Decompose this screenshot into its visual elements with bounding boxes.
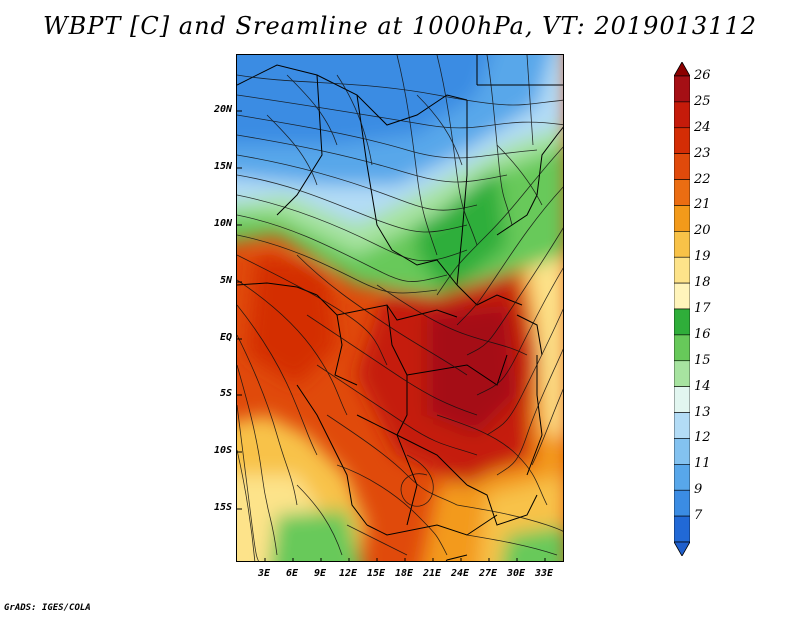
colorbar-bottom-arrow — [674, 541, 690, 556]
lat-label-5s: 5S — [219, 388, 232, 399]
colorbar-swatch — [674, 231, 690, 258]
colorbar-swatch — [674, 153, 690, 180]
colorbar-label: 11 — [694, 456, 711, 472]
lon-label-21e: 21E — [422, 568, 442, 579]
colorbar-label: 12 — [694, 430, 711, 446]
colorbar-swatch — [674, 179, 690, 206]
colorbar-swatch — [674, 515, 690, 543]
lon-label-18e: 18E — [394, 568, 414, 579]
lat-label-20n: 20N — [213, 104, 232, 115]
colorbar-swatch — [674, 75, 690, 103]
colorbar-swatch — [674, 412, 690, 439]
wbpt-field — [237, 55, 563, 561]
colorbar-swatch — [674, 464, 690, 491]
colorbar-swatch — [674, 438, 690, 465]
colorbar-label: 16 — [694, 326, 711, 342]
lon-label-24e: 24E — [450, 568, 470, 579]
lon-label-6e: 6E — [285, 568, 299, 579]
colorbar-swatch — [674, 127, 690, 154]
colorbar-label: 25 — [694, 93, 711, 109]
colorbar-swatch — [674, 256, 690, 284]
lon-label-27e: 27E — [478, 568, 498, 579]
lat-label-10s: 10S — [213, 445, 232, 456]
lon-label-15e: 15E — [366, 568, 386, 579]
chart-title: WBPT [C] and Sreamline at 1000hPa, VT: 2… — [42, 12, 758, 40]
colorbar-swatch — [674, 101, 690, 129]
colorbar-label: 24 — [694, 119, 711, 135]
colorbar-label: 21 — [694, 197, 711, 213]
map-panel — [236, 54, 564, 562]
colorbar-swatch — [674, 282, 690, 310]
lon-label-33e: 33E — [534, 568, 554, 579]
colorbar-label: 13 — [694, 404, 711, 420]
colorbar-label: 9 — [694, 482, 703, 498]
lat-label-5n: 5N — [219, 275, 232, 286]
lat-label-10n: 10N — [213, 218, 232, 229]
streamlines — [237, 55, 563, 561]
colorbar-label: 19 — [694, 249, 711, 265]
lon-label-12e: 12E — [338, 568, 358, 579]
colorbar-label: 20 — [694, 223, 711, 239]
colorbar-swatch — [674, 334, 690, 362]
lat-label-15s: 15S — [213, 502, 232, 513]
colorbar-label: 14 — [694, 378, 711, 394]
colorbar-swatch — [674, 308, 690, 336]
colorbar-label: 17 — [694, 301, 711, 316]
colorbar-swatch — [674, 386, 690, 413]
colorbar-swatch — [674, 360, 690, 387]
colorbar-label: 26 — [694, 68, 711, 83]
colorbar — [674, 62, 690, 556]
grads-credit: GrADS: IGES/COLA — [4, 603, 91, 613]
colorbar-label: 15 — [694, 352, 711, 368]
colorbar-swatch — [674, 205, 690, 232]
colorbar-label: 18 — [694, 275, 711, 291]
lat-label-eq: EQ — [219, 332, 232, 343]
axis-ticks — [237, 110, 546, 561]
lon-label-9e: 9E — [313, 568, 327, 579]
colorbar-top-arrow — [674, 62, 690, 77]
colorbar-swatch — [674, 489, 690, 517]
map-canvas — [237, 55, 563, 561]
lat-label-15n: 15N — [213, 161, 232, 172]
colorbar-label: 23 — [694, 145, 711, 161]
lon-label-3e: 3E — [257, 568, 271, 579]
lon-label-30e: 30E — [506, 568, 526, 579]
colorbar-label: 7 — [694, 508, 703, 524]
colorbar-label: 22 — [694, 171, 711, 187]
